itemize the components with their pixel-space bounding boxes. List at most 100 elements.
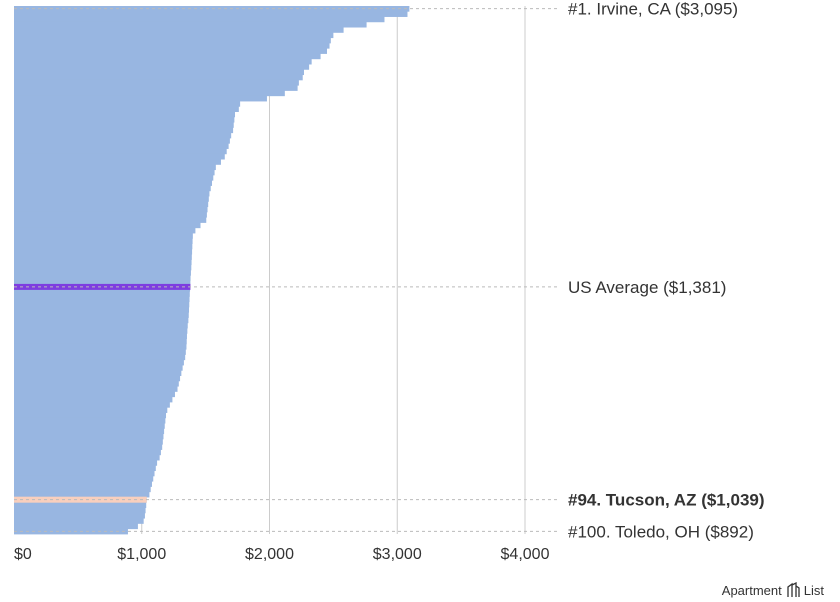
bar-rank-41	[14, 217, 207, 223]
bar-rank-82	[14, 433, 164, 440]
bar-rank-71	[14, 375, 181, 382]
bar-rank-97	[14, 512, 145, 519]
bar-rank-43	[14, 227, 196, 234]
bar-rank-56	[14, 296, 190, 303]
annotation-labels: #1. Irvine, CA ($3,095) US Average ($1,38…	[568, 0, 765, 541]
building-logo-icon	[787, 582, 800, 597]
bar-rank-16	[14, 85, 298, 91]
x-axis-tick-labels: $0 $1,000 $2,000 $3,000 $4,000	[14, 546, 550, 563]
bar-rank-70	[14, 370, 182, 376]
bar-rank-12	[14, 64, 310, 70]
bar-rank-77	[14, 407, 168, 413]
bar-rank-52	[14, 275, 191, 281]
bar-rank-27	[14, 143, 229, 149]
bar-rank-9	[14, 48, 327, 54]
bar-rank-66	[14, 349, 186, 355]
bar-rank-18	[14, 95, 267, 102]
bar-rank-75	[14, 396, 173, 403]
label-rank-100: #100. Toledo, OH ($892)	[568, 522, 754, 541]
x-tick-label-3000: $3,000	[373, 546, 422, 563]
bar-rank-67	[14, 354, 186, 361]
bar-rank-42	[14, 222, 201, 229]
label-us-average: US Average ($1,381)	[568, 278, 726, 297]
x-tick-label-4000: $4,000	[501, 546, 550, 563]
bar-rank-5	[14, 27, 344, 33]
bar-rank-84	[14, 444, 163, 450]
bar-rank-58	[14, 306, 190, 313]
bar-rank-93	[14, 491, 150, 498]
bar-rank-95	[14, 502, 147, 508]
bar-rank-65	[14, 343, 187, 350]
bar-rank-15	[14, 79, 299, 86]
bar-rank-73	[14, 386, 178, 392]
bar-rank-2	[14, 11, 408, 17]
bar-rank-78	[14, 412, 167, 419]
bar-rank-36	[14, 190, 210, 197]
bar-rank-10	[14, 53, 321, 60]
bar-rank-17	[14, 90, 285, 97]
bar-rank-74	[14, 391, 175, 398]
bar-rank-20	[14, 106, 239, 112]
rent-bars	[14, 6, 410, 535]
bar-rank-7	[14, 37, 331, 44]
bar-rank-60	[14, 317, 189, 324]
bar-rank-4	[14, 21, 367, 28]
bar-rank-88	[14, 465, 156, 472]
bar-rank-96	[14, 507, 146, 514]
bar-rank-29	[14, 153, 225, 160]
bar-rank-64	[14, 338, 187, 345]
bar-rank-45	[14, 238, 193, 244]
bar-rank-14	[14, 74, 303, 81]
bar-rank-48	[14, 254, 192, 260]
bar-rank-8	[14, 42, 330, 49]
bar-rank-49	[14, 259, 192, 266]
bar-rank-31	[14, 164, 216, 171]
x-tick-label-2000: $2,000	[245, 546, 294, 563]
bar-rank-38	[14, 201, 209, 208]
bar-rank-34	[14, 180, 213, 186]
bar-rank-87	[14, 460, 158, 466]
bar-rank-47	[14, 248, 193, 255]
bar-rank-51	[14, 270, 191, 276]
bar-rank-61	[14, 322, 188, 329]
x-tick-label-1000: $1,000	[117, 546, 166, 563]
bar-rank-89	[14, 470, 155, 477]
bar-rank-35	[14, 185, 211, 192]
bar-rank-40	[14, 211, 207, 218]
bar-rank-80	[14, 423, 165, 429]
bar-rank-37	[14, 196, 209, 202]
bar-rank-59	[14, 312, 189, 318]
bar-rank-19	[14, 101, 241, 107]
bar-rank-68	[14, 359, 184, 366]
bar-rank-26	[14, 138, 230, 144]
bar-rank-50	[14, 264, 192, 271]
bar-rank-72	[14, 380, 179, 387]
bar-rank-99	[14, 523, 138, 530]
bar-rank-83	[14, 438, 163, 445]
bar-rank-32	[14, 169, 215, 176]
bar-rank-25	[14, 132, 232, 139]
bar-rank-81	[14, 428, 165, 435]
bar-rank-33	[14, 174, 214, 181]
bar-rank-63	[14, 333, 187, 340]
bar-rank-28	[14, 148, 227, 155]
annotation-leaders	[14, 8, 557, 532]
bar-rank-1	[14, 6, 410, 12]
bar-rank-62	[14, 328, 188, 334]
apartment-list-logo: Apartment List	[722, 582, 824, 598]
logo-text-list: List	[803, 582, 824, 598]
bar-rank-76	[14, 402, 170, 408]
bar-rank-3	[14, 16, 385, 23]
bar-rank-79	[14, 417, 166, 424]
bar-rank-39	[14, 206, 208, 213]
x-tick-label-0: $0	[14, 546, 32, 563]
bar-rank-91	[14, 481, 152, 487]
bar-rank-13	[14, 69, 304, 76]
bar-rank-44	[14, 233, 193, 239]
bar-rank-6	[14, 32, 334, 39]
label-rank-94: #94. Tucson, AZ ($1,039)	[568, 491, 765, 510]
bar-rank-55	[14, 291, 190, 297]
bar-rank-53	[14, 280, 191, 287]
logo-text-apartment: Apartment	[721, 582, 782, 598]
